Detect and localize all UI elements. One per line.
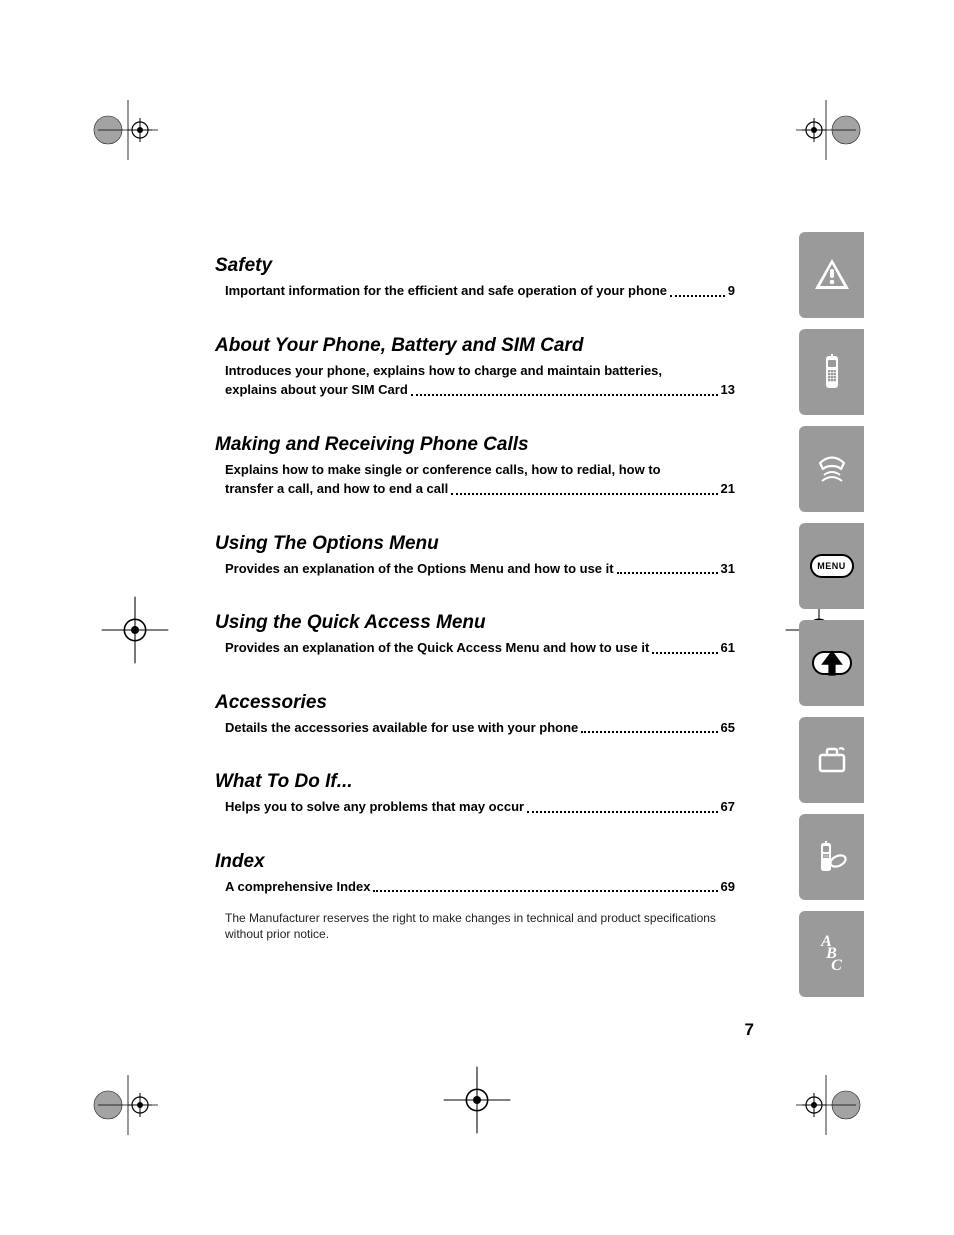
side-tab-index: MENU A B C <box>799 232 864 1008</box>
phone-wrench-icon <box>812 837 852 877</box>
section-description: explains about your SIM Card <box>225 380 408 400</box>
menu-icon: MENU <box>810 554 854 578</box>
page-ref: 69 <box>721 877 735 897</box>
section-description: Details the accessories available for us… <box>225 718 578 738</box>
up-arrow-icon <box>812 651 852 675</box>
leader-dots <box>652 652 717 654</box>
page-ref: 21 <box>721 479 735 499</box>
tab-quick-access <box>799 620 864 706</box>
tab-calls <box>799 426 864 512</box>
leader-dots <box>527 811 717 813</box>
leader-dots <box>411 394 718 396</box>
toc-section-calls: Making and Receiving Phone Calls Explain… <box>215 434 735 499</box>
registration-mark-icon <box>90 90 170 170</box>
section-title: Accessories <box>215 692 735 714</box>
briefcase-icon <box>812 740 852 780</box>
section-title: Index <box>215 851 735 873</box>
section-description: Helps you to solve any problems that may… <box>225 797 524 817</box>
section-title: What To Do If... <box>215 771 735 793</box>
page-ref: 9 <box>728 281 735 301</box>
menu-label: MENU <box>817 561 846 571</box>
page-ref: 31 <box>721 559 735 579</box>
toc-section-safety: Safety Important information for the eff… <box>215 255 735 301</box>
tab-index: A B C <box>799 911 864 997</box>
leader-dots <box>373 890 717 892</box>
page-ref: 65 <box>721 718 735 738</box>
section-description-line1: Introduces your phone, explains how to c… <box>215 361 735 381</box>
page-ref: 13 <box>721 380 735 400</box>
toc-section-index: Index A comprehensive Index 69 <box>215 851 735 897</box>
toc-section-about: About Your Phone, Battery and SIM Card I… <box>215 335 735 400</box>
page-number: 7 <box>745 1020 754 1040</box>
section-title: Using the Quick Access Menu <box>215 612 735 634</box>
section-description-line1: Explains how to make single or conferenc… <box>215 460 735 480</box>
leader-dots <box>451 493 717 495</box>
section-title: Safety <box>215 255 735 277</box>
registration-mark-icon <box>95 590 175 670</box>
phone-icon <box>812 352 852 392</box>
section-title: About Your Phone, Battery and SIM Card <box>215 335 735 357</box>
section-description: Provides an explanation of the Quick Acc… <box>225 638 649 658</box>
section-description: Provides an explanation of the Options M… <box>225 559 614 579</box>
registration-mark-icon <box>90 1065 170 1145</box>
handset-icon <box>812 449 852 489</box>
registration-mark-icon <box>784 90 864 170</box>
toc-section-options: Using The Options Menu Provides an expla… <box>215 533 735 579</box>
toc-section-whattodo: What To Do If... Helps you to solve any … <box>215 771 735 817</box>
section-description: transfer a call, and how to end a call <box>225 479 448 499</box>
tab-about-phone <box>799 329 864 415</box>
toc-section-quickaccess: Using the Quick Access Menu Provides an … <box>215 612 735 658</box>
registration-mark-icon <box>437 1060 517 1140</box>
tab-safety <box>799 232 864 318</box>
section-title: Making and Receiving Phone Calls <box>215 434 735 456</box>
toc-section-accessories: Accessories Details the accessories avai… <box>215 692 735 738</box>
tab-accessories <box>799 717 864 803</box>
leader-dots <box>581 731 717 733</box>
page-ref: 61 <box>721 638 735 658</box>
leader-dots <box>617 572 718 574</box>
page-ref: 67 <box>721 797 735 817</box>
abc-icon: A B C <box>821 936 842 972</box>
tab-options-menu: MENU <box>799 523 864 609</box>
section-description: Important information for the efficient … <box>225 281 667 301</box>
table-of-contents: Safety Important information for the eff… <box>215 255 735 942</box>
disclaimer-text: The Manufacturer reserves the right to m… <box>215 910 735 942</box>
tab-troubleshoot <box>799 814 864 900</box>
section-description: A comprehensive Index <box>225 877 370 897</box>
warning-icon <box>812 255 852 295</box>
registration-mark-icon <box>784 1065 864 1145</box>
section-title: Using The Options Menu <box>215 533 735 555</box>
leader-dots <box>670 295 725 297</box>
